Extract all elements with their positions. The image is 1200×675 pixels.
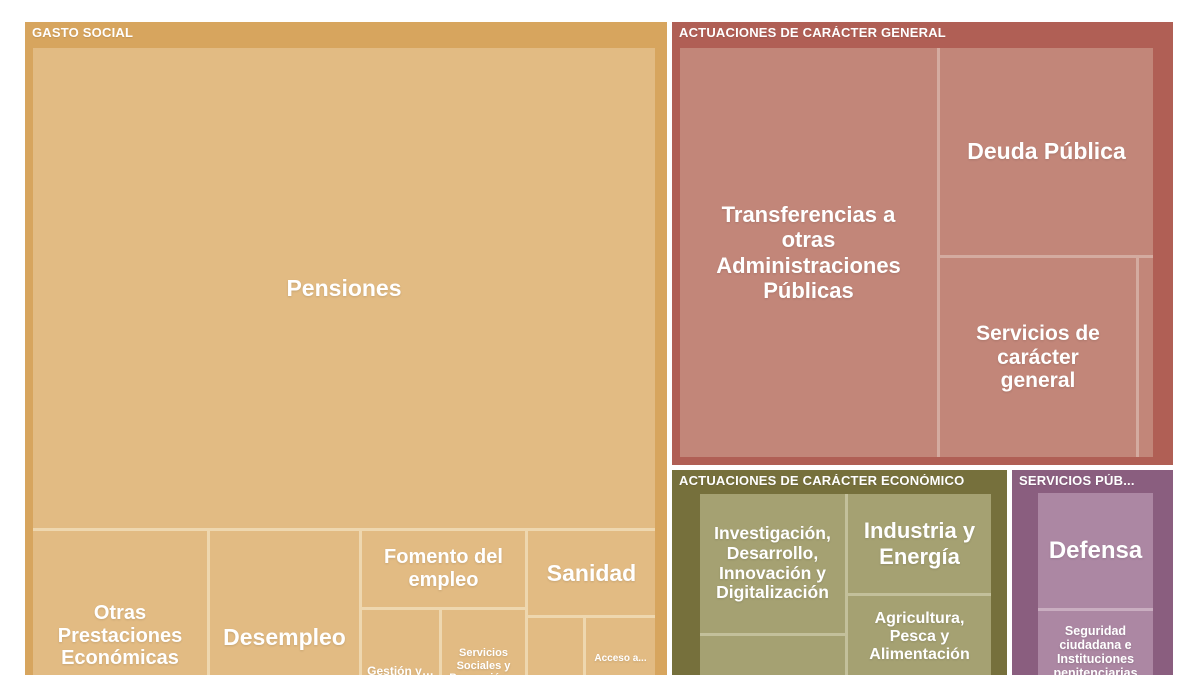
cell-label: Gestión y… <box>367 664 434 675</box>
treemap-cell-otras-prestaciones-economicas[interactable]: Otras Prestaciones Económicas <box>33 531 207 675</box>
cell-label: Servicios Sociales y Promoción… <box>449 647 517 675</box>
cell-label: Transferencias a otras Administraciones … <box>716 202 901 303</box>
cell-label: Seguridad ciudadana e Instituciones peni… <box>1053 623 1138 675</box>
cell-label: Agricultura, Pesca y Alimentación <box>869 609 970 664</box>
treemap-group-gasto-social: GASTO SOCIAL Pensiones Otras Prestaciones … <box>25 22 667 675</box>
group-header-servicios-publicos: SERVICIOS PÚB... <box>1019 474 1135 488</box>
treemap-cell-sanidad[interactable]: Sanidad <box>528 531 655 615</box>
treemap-cell-gestion-y[interactable]: Gestión y… <box>362 610 439 675</box>
group-header-actuaciones-caracter-general: ACTUACIONES DE CARÁCTER GENERAL <box>679 26 946 40</box>
cell-label <box>553 657 559 661</box>
group-header-actuaciones-caracter-economico: ACTUACIONES DE CARÁCTER ECONÓMICO <box>679 474 965 488</box>
cell-label: Acceso a... <box>594 653 647 665</box>
cell-label: Deuda Pública <box>967 138 1126 165</box>
group-cells-area: Pensiones Otras Prestaciones Económicas De… <box>33 48 655 675</box>
cell-label <box>1143 356 1149 360</box>
cell-label: Desempleo <box>223 623 346 650</box>
treemap-cell-defensa[interactable]: Defensa <box>1038 493 1153 608</box>
treemap-cell-servicios-sociales[interactable]: Servicios Sociales y Promoción… <box>442 610 525 675</box>
treemap-cell-desempleo[interactable]: Desempleo <box>210 531 359 675</box>
treemap-group-servicios-publicos: SERVICIOS PÚB... Defensa Seguridad ciudada… <box>1012 470 1173 675</box>
treemap-cell-agricultura-pesca-alimentacion[interactable]: Agricultura, Pesca y Alimentación <box>848 596 991 675</box>
treemap-group-actuaciones-caracter-economico: ACTUACIONES DE CARÁCTER ECONÓMICO Investi… <box>672 470 1007 675</box>
treemap-group-actuaciones-caracter-general: ACTUACIONES DE CARÁCTER GENERAL Transfere… <box>672 22 1173 465</box>
group-cells-area: Defensa Seguridad ciudadana e Institucion… <box>1038 493 1153 675</box>
treemap-cell-seguridad-ciudadana-instituciones-penitenciarias[interactable]: Seguridad ciudadana e Instituciones peni… <box>1038 611 1153 675</box>
group-cells-area: Investigación, Desarrollo, Innovación y … <box>700 494 991 675</box>
cell-label: Servicios de carácter general <box>976 321 1100 393</box>
treemap-cell-acceso-a[interactable]: Acceso a... <box>586 618 655 675</box>
treemap-cell-deuda-publica[interactable]: Deuda Pública <box>940 48 1153 255</box>
group-header-gasto-social: GASTO SOCIAL <box>32 26 134 40</box>
cell-label: Defensa <box>1048 536 1143 564</box>
cell-label: Industria y Energía <box>863 518 976 569</box>
treemap-cell-pensiones[interactable]: Pensiones <box>33 48 655 528</box>
cell-label: Investigación, Desarrollo, Innovación y … <box>714 522 831 603</box>
cell-label: Otras Prestaciones Económicas <box>57 601 183 670</box>
treemap-cell-sin-etiqueta-3[interactable] <box>700 636 845 675</box>
treemap-cell-transferencias-otras-administraciones-publicas[interactable]: Transferencias a otras Administraciones … <box>680 48 937 457</box>
cell-label <box>770 666 776 670</box>
treemap-cell-fomento-del-empleo[interactable]: Fomento del empleo <box>362 531 525 607</box>
cell-label: Fomento del empleo <box>384 546 503 591</box>
treemap-cell-sin-etiqueta-1[interactable] <box>528 618 583 675</box>
treemap-cell-industria-y-energia[interactable]: Industria y Energía <box>848 494 991 593</box>
treemap-cell-sin-etiqueta-2[interactable] <box>1139 258 1153 457</box>
treemap-cell-servicios-de-caracter-general[interactable]: Servicios de carácter general <box>940 258 1136 457</box>
cell-label: Sanidad <box>546 559 637 586</box>
cell-label: Pensiones <box>286 274 402 301</box>
treemap-cell-investigacion-desarrollo-innovacion-digitalizacion[interactable]: Investigación, Desarrollo, Innovación y … <box>700 494 845 633</box>
group-cells-area: Transferencias a otras Administraciones … <box>680 48 1153 457</box>
